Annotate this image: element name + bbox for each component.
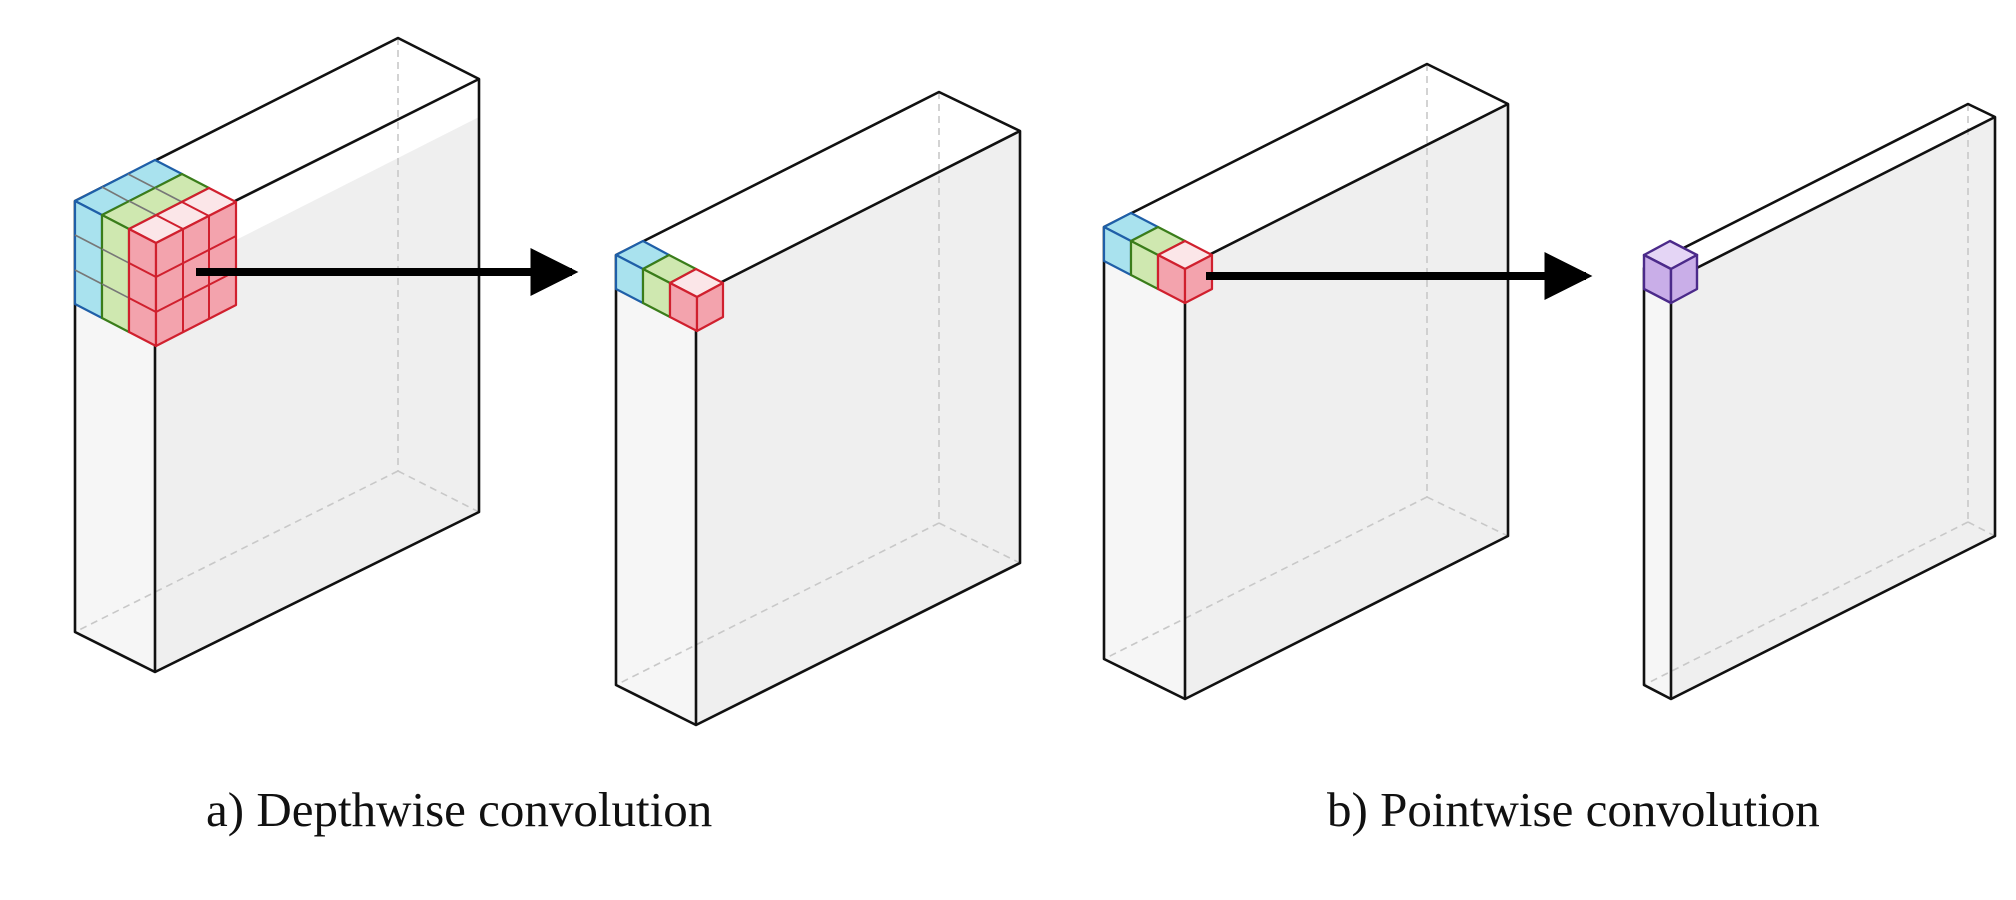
volume-side-face: [1185, 104, 1508, 699]
pointwise-input-volume: [1102, 62, 1510, 701]
depthwise-kernel: [73, 158, 238, 348]
pointwise-kernel: [1102, 211, 1214, 305]
volume-top-face: [1644, 104, 1995, 281]
volume-front-face: [1644, 268, 1671, 699]
volume-side-face: [696, 131, 1020, 725]
hidden-edges: [1103, 64, 1509, 660]
depthwise-caption: a) Depthwise convolution: [206, 782, 713, 837]
output-cell-red: [668, 267, 725, 333]
hidden-edges: [615, 92, 1021, 686]
volume-top-face: [1104, 64, 1508, 267]
hidden-edges: [1643, 104, 1996, 686]
pointwise-caption: b) Pointwise convolution: [1327, 782, 1820, 837]
pointwise-output-cell: [1642, 239, 1699, 305]
depthwise-output-volume: [614, 90, 1022, 727]
kernel-cell-red: [1156, 239, 1214, 305]
hidden-edges: [74, 38, 480, 633]
volume-front-face: [1104, 227, 1185, 699]
volume-side-face: [1671, 117, 1995, 699]
volume-front-face: [616, 255, 696, 725]
depthwise-input-volume: [73, 36, 481, 674]
pointwise-output-volume: [1642, 102, 1997, 701]
kernel-slice-blue: [73, 158, 184, 320]
depthwise-output-cells: [614, 239, 725, 333]
volume-top-face: [616, 92, 1020, 295]
